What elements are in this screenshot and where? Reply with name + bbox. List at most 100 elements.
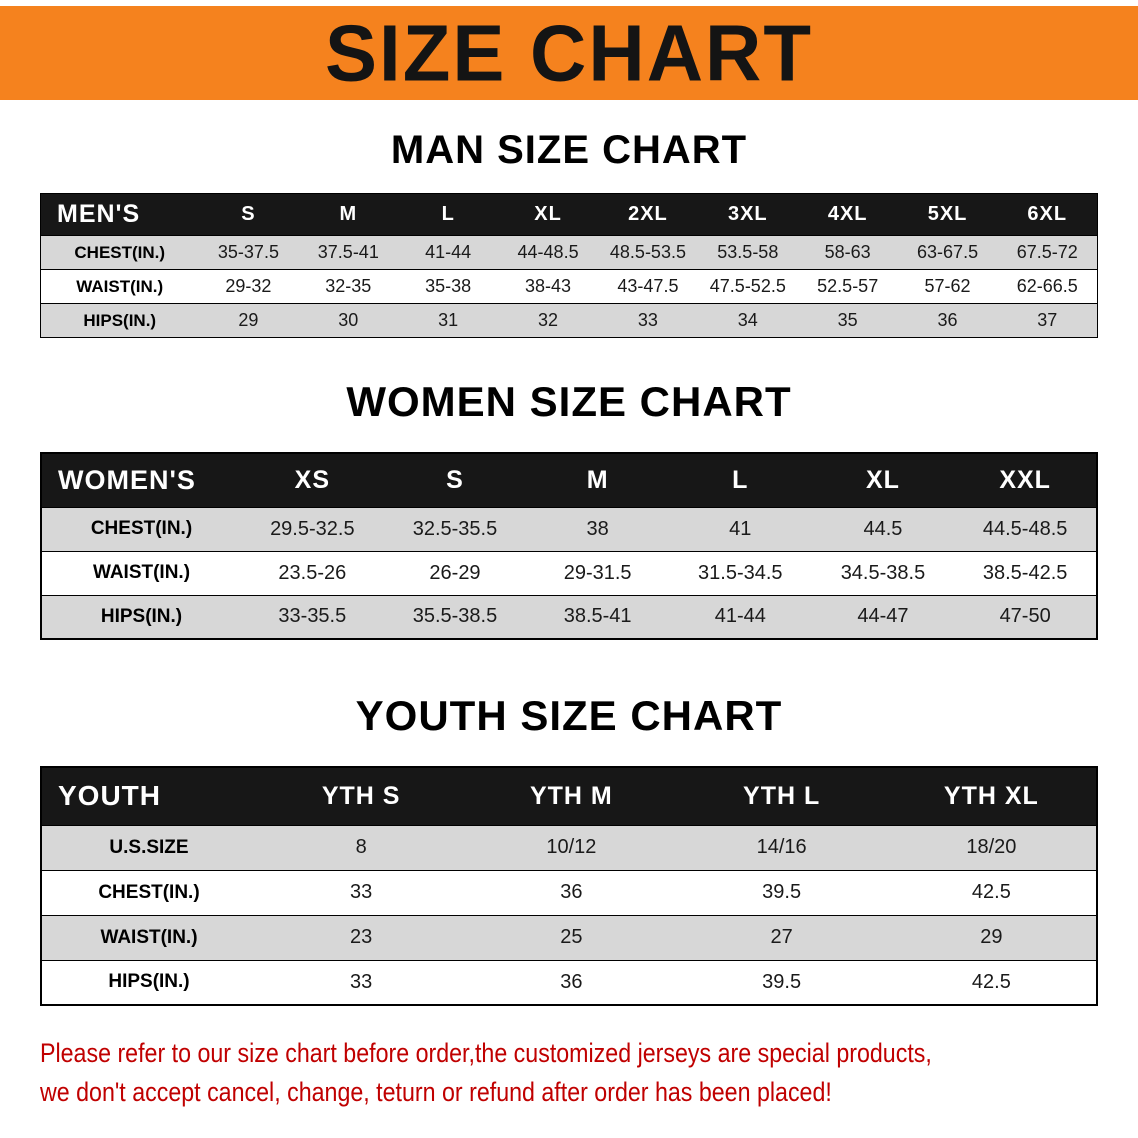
value-cell: 32.5-35.5 — [412, 517, 498, 540]
row-label-cell: HIPS(IN.) — [108, 971, 190, 993]
women-section-heading: WOMEN SIZE CHART — [346, 378, 792, 425]
table-row: CHEST(IN.) 29.5-32.5 32.5-35.5 38 41 44.5 44.5… — [41, 507, 1097, 551]
youth-section-heading: YOUTH SIZE CHART — [355, 692, 783, 739]
value-cell: 23 — [350, 926, 373, 948]
value-cell: 30 — [338, 310, 359, 330]
table-row: HIPS(IN.) 29 30 31 32 33 34 35 36 37 — [40, 303, 1098, 338]
value-cell: 29.5-32.5 — [270, 517, 355, 540]
value-cell: 38 — [586, 517, 609, 540]
value-cell: 42.5 — [971, 970, 1011, 993]
size-header-cell: YTH XL — [943, 781, 1039, 810]
value-cell: 36 — [937, 310, 958, 330]
value-cell: 39.5 — [762, 970, 802, 993]
value-cell: 44-47 — [857, 605, 909, 628]
table-row: WAIST(IN.) 23.5-26 26-29 29-31.5 31.5-34.5 34… — [41, 551, 1097, 595]
value-cell: 63-67.5 — [917, 242, 979, 262]
value-cell: 48.5-53.5 — [609, 242, 686, 262]
value-cell: 62-66.5 — [1016, 276, 1078, 296]
size-header-cell: XS — [294, 465, 330, 494]
value-cell: 25 — [560, 926, 583, 948]
size-header-cell: M — [339, 203, 358, 225]
value-cell: 38-43 — [525, 276, 572, 296]
table-row: CHEST(IN.) 35-37.5 37.5-41 41-44 44-48.5 48.5… — [40, 235, 1098, 270]
size-chart-page: SIZE CHART MAN SIZE CHART MEN'S S M L XL 2XL 3… — [0, 6, 1138, 1112]
value-cell: 53.5-58 — [717, 242, 779, 262]
row-label-cell: U.S.SIZE — [109, 836, 189, 858]
size-header-cell: YTH S — [321, 781, 401, 810]
value-cell: 37.5-41 — [317, 242, 379, 262]
size-header-cell: S — [446, 465, 464, 494]
value-cell: 29-31.5 — [563, 561, 632, 584]
value-cell: 35.5-38.5 — [412, 605, 498, 628]
notice-line-2: we don't accept cancel, change, teturn o… — [40, 1077, 832, 1108]
table-row: HIPS(IN.) 33-35.5 35.5-38.5 38.5-41 41-44 44-… — [41, 595, 1097, 639]
value-cell: 39.5 — [762, 881, 802, 903]
row-label-cell: WAIST(IN.) — [100, 926, 198, 948]
table-row: WAIST(IN.) 23 25 27 29 — [41, 915, 1097, 960]
notice-line-1: Please refer to our size chart before or… — [40, 1038, 932, 1068]
value-cell: 34.5-38.5 — [840, 561, 926, 584]
section-women: WOMEN SIZE CHART WOMEN'S XS S M L XL XXL CHEST(… — [0, 378, 1138, 640]
women-size-table: WOMEN'S XS S M L XL XXL CHEST(IN.) 29.5-32.5 32.5… — [40, 452, 1098, 640]
value-cell: 47.5-52.5 — [709, 276, 786, 296]
table-row: HIPS(IN.) 33 36 39.5 42.5 — [41, 960, 1097, 1005]
value-cell: 29-32 — [225, 276, 272, 296]
men-size-table: MEN'S S M L XL 2XL 3XL 4XL 5XL 6XL CHEST(IN.) 35-37… — [40, 193, 1098, 338]
page-title: SIZE CHART — [325, 8, 813, 98]
value-cell: 8 — [355, 836, 367, 858]
value-cell: 38.5-42.5 — [982, 561, 1068, 584]
size-header-cell: S — [241, 203, 256, 225]
size-header-cell: YTH M — [529, 781, 613, 810]
value-cell: 10/12 — [546, 836, 597, 858]
section-youth: YOUTH SIZE CHART YOUTH YTH S YTH M YTH L YTH… — [0, 692, 1138, 1006]
value-cell: 33 — [637, 310, 658, 330]
value-cell: 36 — [560, 881, 583, 903]
value-cell: 23.5-26 — [278, 561, 347, 584]
size-header-cell: M — [586, 465, 609, 494]
value-cell: 44.5 — [863, 517, 903, 540]
row-label-cell: HIPS(IN.) — [100, 605, 183, 627]
value-cell: 35-38 — [425, 276, 472, 296]
table-title-cell: WOMEN'S — [58, 464, 196, 495]
value-cell: 41-44 — [714, 605, 766, 628]
value-cell: 57-62 — [924, 276, 971, 296]
row-label-cell: CHEST(IN.) — [90, 518, 193, 539]
size-header-cell: 6XL — [1027, 203, 1068, 225]
size-header-cell: 4XL — [827, 203, 868, 225]
size-header-cell: XXL — [999, 465, 1051, 494]
value-cell: 44.5-48.5 — [982, 517, 1068, 540]
table-row: U.S.SIZE 8 10/12 14/16 18/20 — [41, 825, 1097, 870]
table-header-row: MEN'S S M L XL 2XL 3XL 4XL 5XL 6XL — [40, 193, 1098, 236]
row-label-cell: CHEST(IN.) — [98, 881, 200, 903]
men-section-heading: MAN SIZE CHART — [390, 128, 748, 172]
banner: SIZE CHART — [0, 6, 1138, 100]
value-cell: 35-37.5 — [217, 242, 279, 262]
value-cell: 37 — [1037, 310, 1058, 330]
youth-size-table: YOUTH YTH S YTH M YTH L YTH XL U.S.SIZE 8 10/12… — [40, 766, 1098, 1006]
charts-main: MAN SIZE CHART MEN'S S M L XL 2XL 3XL 4XL 5XL 6XL… — [0, 128, 1138, 1006]
size-header-cell: 2XL — [628, 203, 668, 225]
value-cell: 33 — [350, 970, 373, 993]
value-cell: 31.5-34.5 — [698, 561, 783, 584]
value-cell: 33-35.5 — [278, 605, 347, 628]
value-cell: 26-29 — [429, 561, 481, 584]
value-cell: 38.5-41 — [563, 605, 632, 628]
value-cell: 43-47.5 — [617, 276, 679, 296]
row-label-cell: WAIST(IN.) — [92, 562, 191, 583]
value-cell: 33 — [350, 881, 373, 903]
table-row: CHEST(IN.) 33 36 39.5 42.5 — [41, 870, 1097, 915]
size-header-cell: 3XL — [727, 203, 768, 225]
value-cell: 34 — [737, 310, 758, 330]
table-title-cell: YOUTH — [58, 780, 161, 812]
size-header-cell: XL — [865, 465, 900, 494]
size-header-cell: L — [732, 465, 749, 494]
value-cell: 41 — [729, 517, 752, 540]
row-label-cell: WAIST(IN.) — [76, 276, 164, 296]
table-title-cell: MEN'S — [57, 200, 141, 228]
value-cell: 41-44 — [425, 242, 472, 262]
size-header-cell: 5XL — [927, 203, 968, 225]
value-cell: 32 — [538, 310, 559, 330]
value-cell: 58-63 — [824, 242, 871, 262]
value-cell: 47-50 — [999, 605, 1051, 628]
value-cell: 35 — [837, 310, 858, 330]
